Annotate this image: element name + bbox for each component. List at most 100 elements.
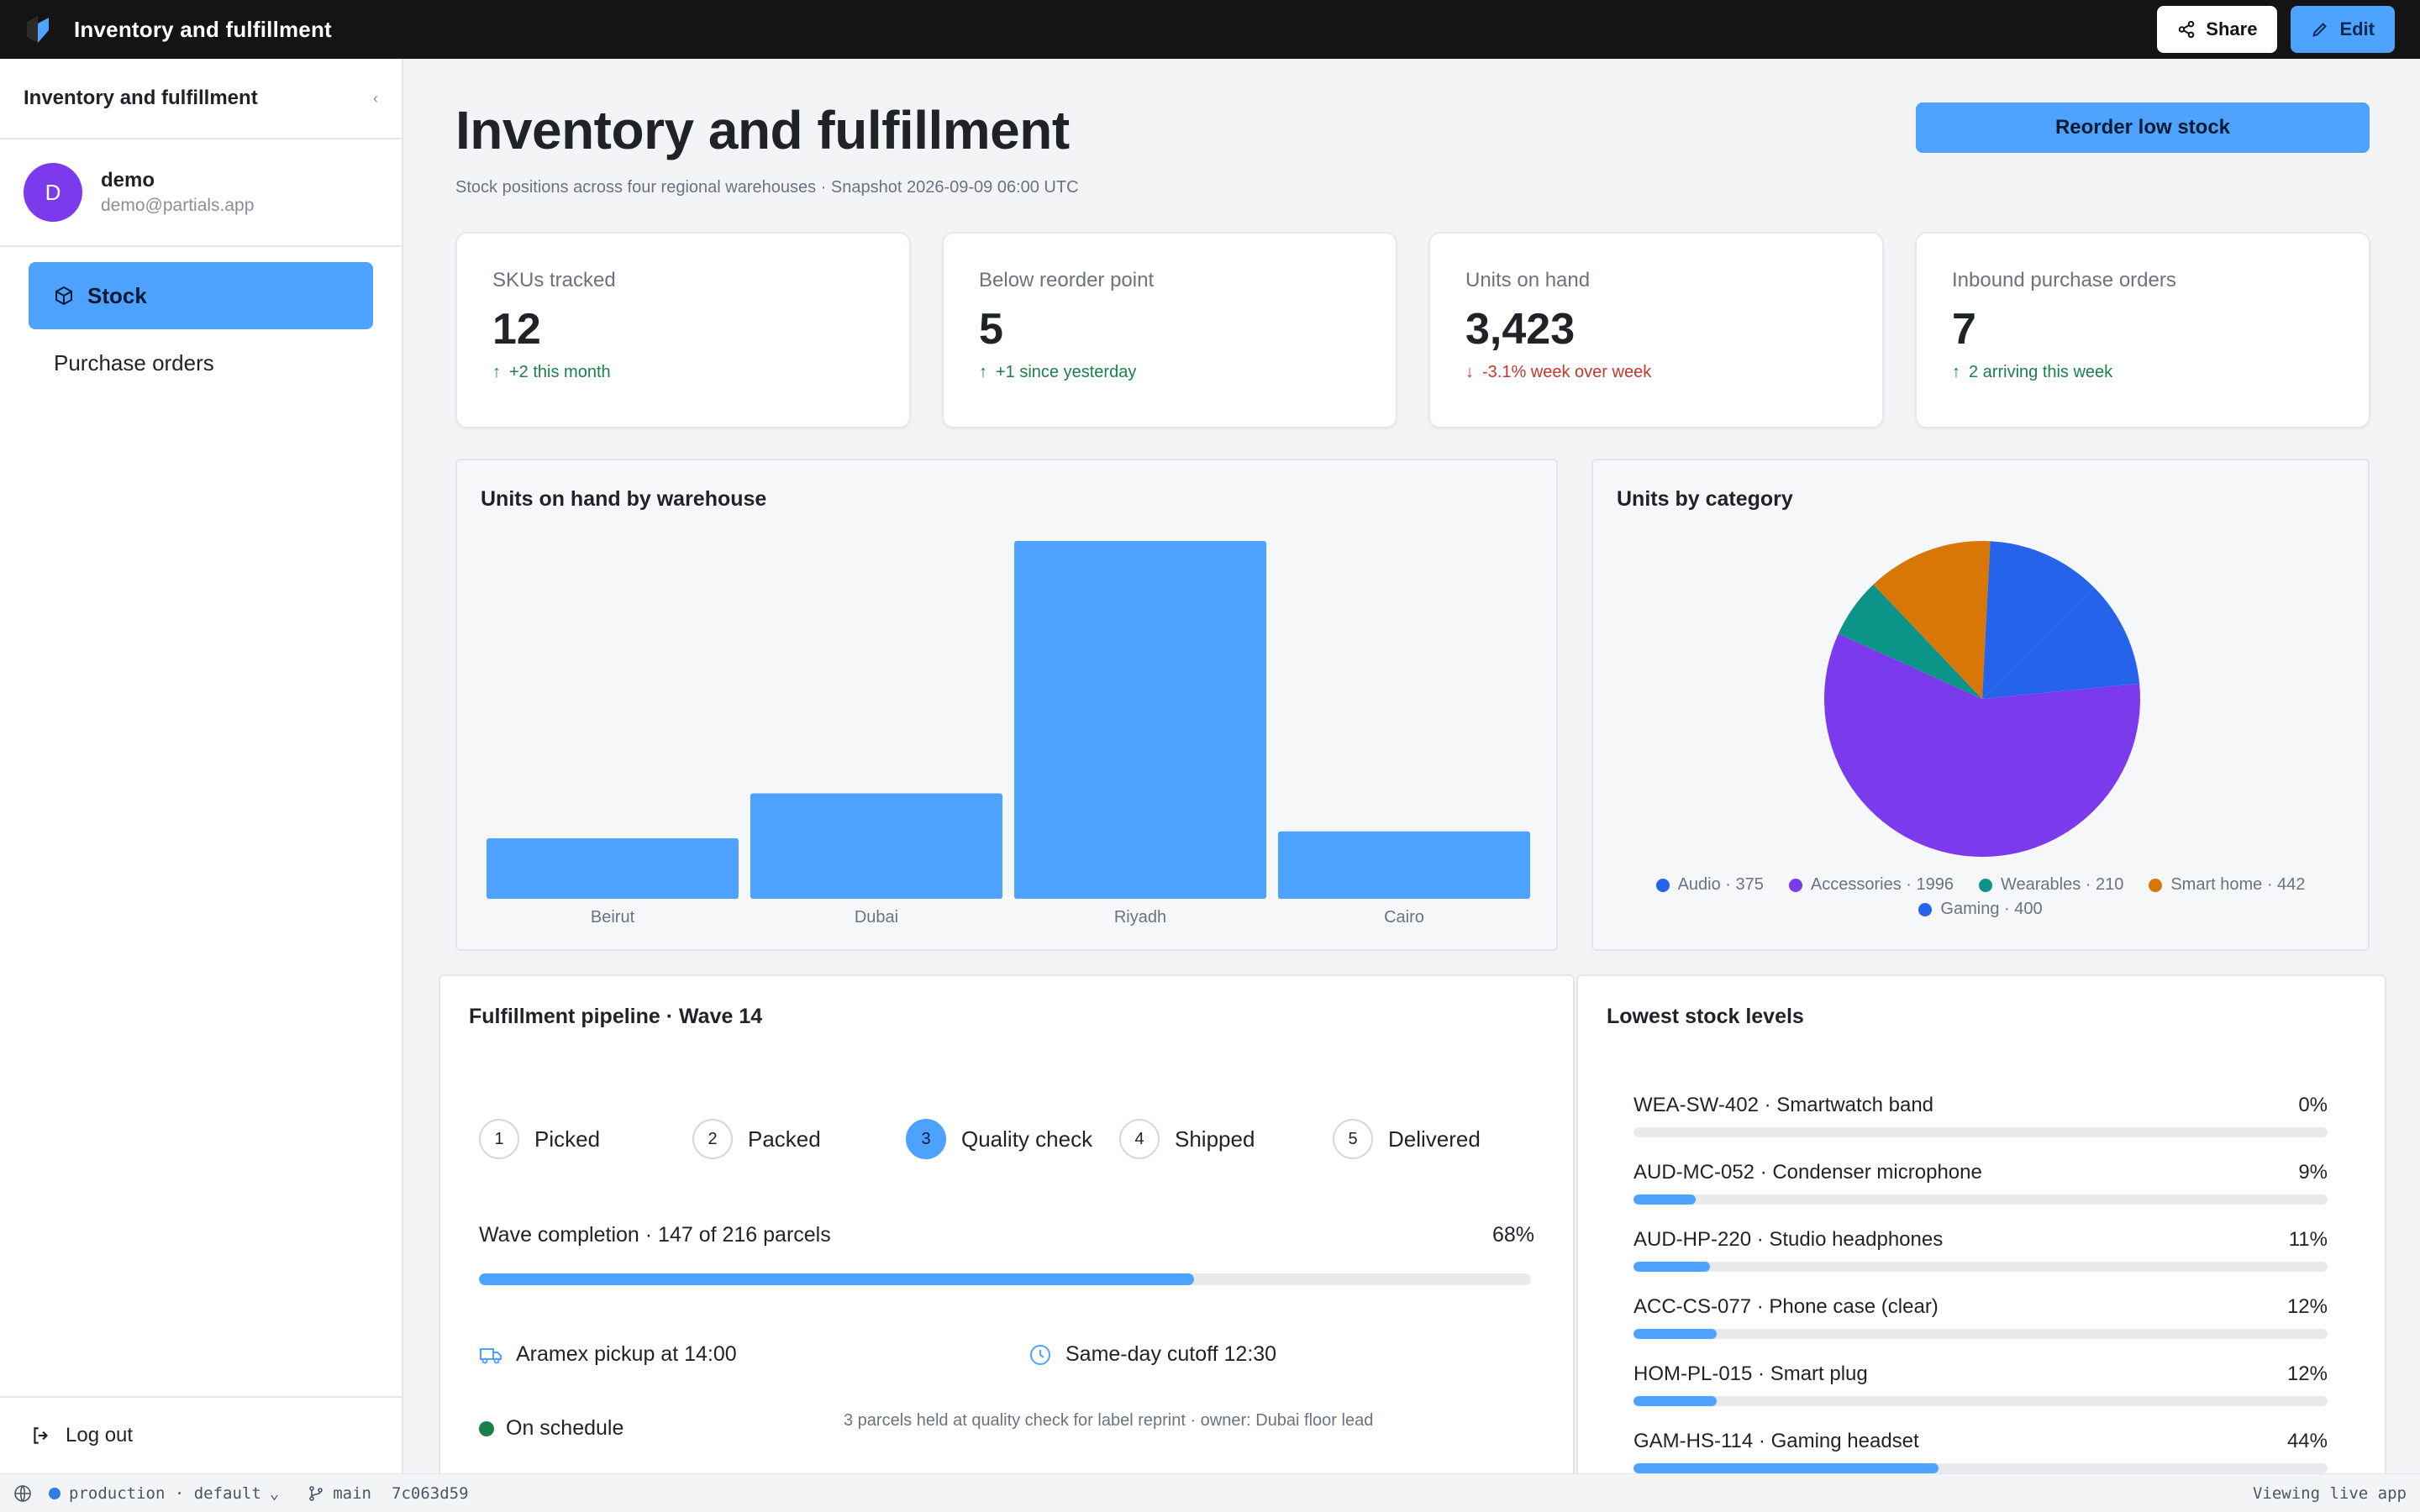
environment-selector[interactable]: production · default ⌄ — [49, 1484, 279, 1503]
bar-dubai[interactable] — [750, 793, 1002, 899]
kpi-value: 3,423 — [1465, 305, 1576, 354]
kpi-delta-text: 2 arriving this week — [1969, 363, 2113, 381]
step-label: Delivered — [1388, 1126, 1481, 1152]
x-tick-label: Dubai — [855, 908, 898, 927]
step-delivered[interactable]: 5 Delivered — [1333, 1119, 1481, 1159]
legend-item: Audio · 375 — [1655, 875, 1764, 895]
chart-title: Units by category — [1617, 487, 1793, 511]
sidebar-nav: Stock Purchase orders — [0, 247, 402, 412]
pie-slice-smart-home[interactable] — [1873, 541, 1991, 699]
step-number: 3 — [906, 1119, 946, 1159]
legend-item: Gaming · 400 — [1918, 900, 2043, 919]
bar-beirut[interactable] — [487, 837, 739, 899]
bar-cairo[interactable] — [1278, 831, 1530, 899]
step-picked[interactable]: 1 Picked — [479, 1119, 600, 1159]
stock-item-percent: 12% — [2286, 1295, 2328, 1318]
wave-completion-percent: 68% — [1491, 1223, 1534, 1247]
kpi-delta: ↑ +1 since yesterday — [979, 363, 1360, 382]
list-item[interactable]: AUD-MC-052 · Condenser microphone 9% — [1634, 1161, 2328, 1228]
kpi-label: Units on hand — [1465, 269, 1591, 291]
kpi-delta: ↑ +2 this month — [492, 363, 874, 382]
user-card: D demo demo@partials.app — [0, 139, 402, 247]
lowest-stock-title: Lowest stock levels — [1607, 1005, 1804, 1028]
edit-button[interactable]: Edit — [2291, 6, 2395, 53]
branch-info[interactable]: main 7c063d59 — [308, 1483, 469, 1503]
step-quality-check[interactable]: 3 Quality check — [906, 1119, 1092, 1159]
step-packed[interactable]: 2 Packed — [692, 1119, 821, 1159]
list-item[interactable]: HOM-PL-015 · Smart plug 12% — [1634, 1362, 2328, 1430]
arrow-up-icon: ↑ — [492, 363, 501, 381]
stock-level-bar — [1634, 1127, 2328, 1137]
pie-slice-gaming[interactable] — [1982, 541, 2094, 699]
kpi-label: Inbound purchase orders — [1952, 269, 2176, 291]
stock-item-name: ACC-CS-077 · Phone case (clear) — [1634, 1295, 1939, 1318]
kpi-value: 5 — [979, 305, 1003, 354]
status-dot — [479, 1420, 494, 1436]
list-item[interactable]: WEA-SW-402 · Smartwatch band 0% — [1634, 1094, 2328, 1161]
share-button[interactable]: Share — [2157, 6, 2278, 53]
stock-item-percent: 44% — [2286, 1430, 2328, 1452]
user-name: demo — [101, 169, 155, 192]
step-number: 5 — [1333, 1119, 1373, 1159]
environment-label: production · default — [69, 1483, 261, 1503]
schedule-status: On schedule — [479, 1416, 623, 1441]
kpi-delta-text: -3.1% week over week — [1482, 363, 1652, 381]
box-icon — [55, 286, 72, 306]
step-label: Shipped — [1175, 1126, 1255, 1152]
x-tick-label: Riyadh — [1114, 908, 1166, 927]
pie-legend: Audio · 375 Accessories · 1996 Wearables… — [1593, 875, 2368, 919]
stock-item-name: HOM-PL-015 · Smart plug — [1634, 1362, 1868, 1385]
list-item[interactable]: AUD-HP-220 · Studio headphones 11% — [1634, 1228, 2328, 1295]
sidebar-item-purchase-orders[interactable]: Purchase orders — [29, 329, 373, 396]
stock-level-fill — [1634, 1396, 1718, 1406]
wave-progress-fill — [479, 1273, 1195, 1285]
logout-label: Log out — [66, 1424, 134, 1446]
stock-level-fill — [1634, 1194, 1697, 1205]
cutoff-info: Same-day cutoff 12:30 — [1028, 1342, 1276, 1367]
truck-icon — [480, 1347, 502, 1363]
pie-slice-audio[interactable] — [1982, 587, 2140, 699]
legend-label: Gaming · 400 — [1940, 900, 2043, 918]
step-shipped[interactable]: 4 Shipped — [1119, 1119, 1255, 1159]
list-item[interactable]: ACC-CS-077 · Phone case (clear) 12% — [1634, 1295, 2328, 1362]
sidebar-item-stock[interactable]: Stock — [29, 262, 373, 329]
sidebar-item-label: Stock — [87, 282, 147, 308]
pickup-text: Aramex pickup at 14:00 — [516, 1342, 737, 1366]
arrow-up-icon: ↑ — [1952, 363, 1960, 381]
top-bar: Inventory and fulfillment Share Edit — [0, 0, 2420, 59]
stock-level-fill — [1634, 1262, 1710, 1272]
git-branch-icon — [309, 1485, 324, 1501]
status-text: On schedule — [506, 1416, 624, 1440]
reorder-low-stock-button[interactable]: Reorder low stock — [1916, 102, 2370, 153]
stock-list: WEA-SW-402 · Smartwatch band 0% AUD-MC-0… — [1634, 1094, 2328, 1473]
pencil-icon — [2312, 23, 2328, 37]
step-label: Quality check — [961, 1126, 1093, 1152]
wave-completion-label: Wave completion · 147 of 216 parcels — [479, 1223, 831, 1247]
page-subtitle: Stock positions across four regional war… — [455, 178, 1079, 197]
main-content: Inventory and fulfillment Stock position… — [405, 59, 2420, 1473]
stock-level-bar — [1634, 1463, 2328, 1473]
sidebar: Inventory and fulfillment ‹ D demo demo@… — [0, 59, 403, 1473]
pie-slice-accessories[interactable] — [1824, 633, 2140, 858]
share-icon — [2179, 20, 2195, 39]
share-label: Share — [2206, 18, 2258, 39]
bar-chart: Beirut Dubai Riyadh Cairo — [487, 541, 1530, 927]
pie-slice-wearables[interactable] — [1838, 584, 1982, 699]
pickup-info: Aramex pickup at 14:00 — [479, 1342, 737, 1367]
legend-item: Accessories · 1996 — [1788, 875, 1954, 895]
stock-item-name: WEA-SW-402 · Smartwatch band — [1634, 1094, 1934, 1116]
stock-item-percent: 11% — [2288, 1228, 2328, 1251]
commit-hash: 7c063d59 — [392, 1483, 469, 1503]
kpi-delta: ↑ 2 arriving this week — [1952, 363, 2333, 382]
chevron-left-icon[interactable]: ‹ — [373, 89, 378, 107]
list-item[interactable]: GAM-HS-114 · Gaming headset 44% — [1634, 1430, 2328, 1473]
legend-dot — [1978, 878, 1992, 892]
kpi-label: Below reorder point — [979, 269, 1155, 291]
bar-riyadh[interactable] — [1014, 541, 1266, 899]
logout-button[interactable]: Log out — [0, 1396, 402, 1473]
pie-chart — [1824, 541, 2140, 858]
legend-item: Smart home · 442 — [2149, 875, 2305, 895]
kpi-value: 7 — [1952, 305, 1976, 354]
stock-level-bar — [1634, 1262, 2328, 1272]
step-number: 2 — [692, 1119, 733, 1159]
